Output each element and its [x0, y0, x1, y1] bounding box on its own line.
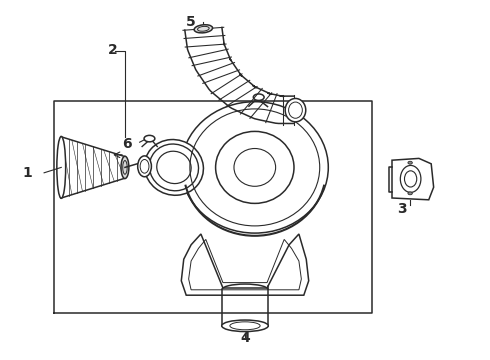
Ellipse shape	[57, 136, 66, 198]
Polygon shape	[392, 158, 434, 200]
Polygon shape	[181, 234, 309, 295]
Text: 5: 5	[186, 15, 196, 28]
Ellipse shape	[181, 102, 328, 233]
Ellipse shape	[194, 25, 213, 33]
Ellipse shape	[221, 320, 269, 332]
Ellipse shape	[145, 140, 203, 195]
Ellipse shape	[408, 192, 413, 195]
Text: 3: 3	[397, 202, 407, 216]
Text: 1: 1	[22, 166, 32, 180]
Text: 6: 6	[122, 137, 132, 151]
Text: 2: 2	[108, 44, 118, 57]
Ellipse shape	[285, 99, 306, 122]
Ellipse shape	[121, 156, 129, 179]
Ellipse shape	[408, 161, 413, 164]
Ellipse shape	[138, 156, 151, 177]
Text: 4: 4	[240, 332, 250, 345]
